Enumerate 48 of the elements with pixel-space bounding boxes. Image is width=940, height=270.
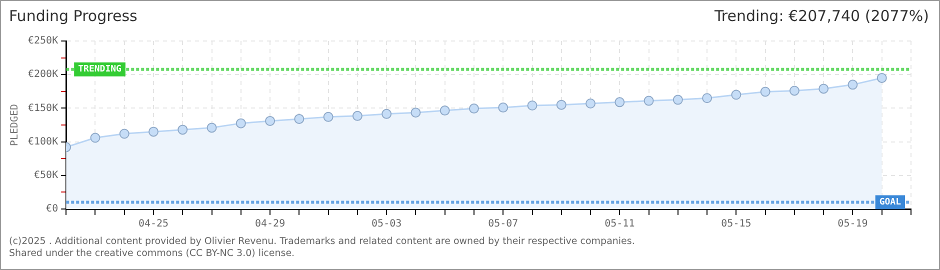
x-tick-label: 04-25: [138, 218, 169, 230]
point: [236, 118, 246, 128]
point: [876, 72, 887, 83]
text: (c)2025 . Additional content provided by Olivier Revenu. Trademarks and related content are owned by their respective companies.: [9, 236, 635, 248]
text: Shared under the creative commons (CC BY-NC 3.0) license.: [9, 248, 296, 260]
point: [440, 106, 450, 116]
point: [848, 80, 858, 90]
point: [323, 112, 334, 122]
point: [382, 108, 392, 119]
x-tick-label: 05-19: [838, 218, 868, 230]
ref-line-label: GOAL: [879, 198, 902, 208]
point: [556, 100, 566, 110]
y-axis-title: PLEDGED: [10, 104, 21, 146]
point: [178, 124, 188, 135]
x-tick-label: 04-29: [254, 218, 286, 230]
x-tick-label: 05-03: [372, 218, 402, 230]
point: [352, 110, 362, 121]
y-tick-label: €100K: [28, 136, 58, 148]
point: [731, 90, 742, 100]
y-tick-label: €0: [46, 204, 58, 215]
point: [410, 108, 421, 118]
y-tick-label: €200K: [28, 69, 58, 80]
point: [760, 86, 770, 97]
point: [586, 98, 596, 108]
point: [294, 114, 304, 124]
y-tick-label: €150K: [28, 102, 58, 114]
chart-subtitle: Trending: €207,740 (2077%): [714, 7, 929, 25]
point: [818, 84, 829, 94]
chart-title: Funding Progress: [9, 7, 138, 25]
x-tick-label: 05-07: [488, 218, 518, 230]
point: [789, 86, 800, 96]
point: [614, 97, 625, 108]
y-tick-label: €250K: [28, 36, 58, 47]
point: [672, 94, 683, 105]
x-tick-label: 05-15: [721, 218, 752, 230]
x-tick-label: 05-11: [604, 218, 635, 230]
point: [527, 100, 538, 111]
point: [90, 132, 100, 143]
point: [265, 116, 276, 126]
point: [148, 126, 159, 137]
point: [498, 102, 508, 113]
point: [468, 104, 479, 114]
y-tick-label: €50K: [34, 170, 58, 181]
point: [119, 128, 130, 139]
point: [702, 93, 712, 104]
point: [644, 96, 654, 106]
ref-line-label: TRENDING: [78, 64, 122, 75]
point: [206, 122, 217, 133]
